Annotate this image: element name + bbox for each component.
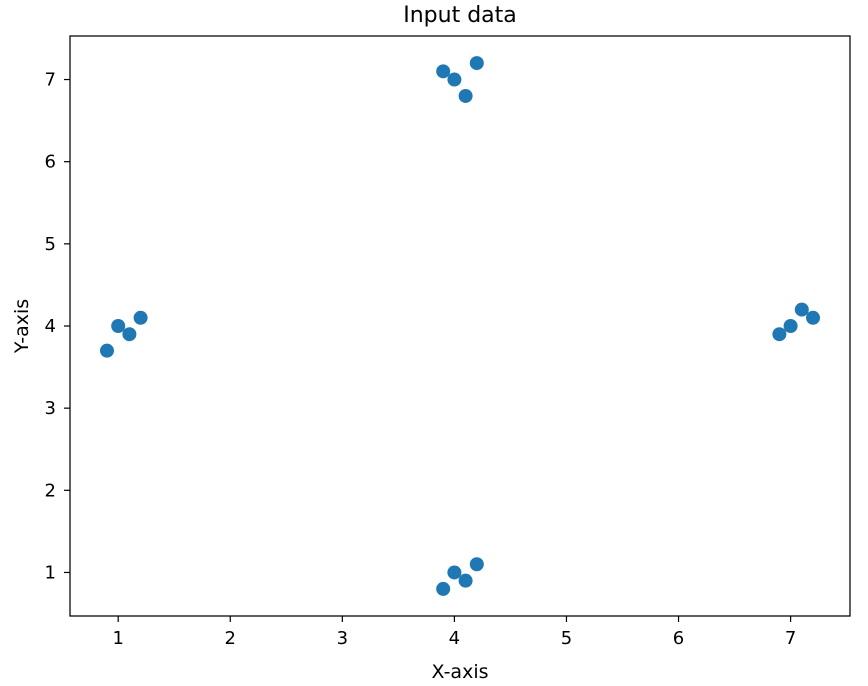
x-tick-label: 4 (449, 628, 460, 649)
data-point-1 (111, 319, 126, 333)
y-tick-label: 5 (45, 234, 56, 255)
y-axis-title: Y-axis (11, 299, 33, 354)
x-tick-label: 2 (225, 628, 236, 649)
y-tick-label: 2 (45, 480, 56, 501)
data-point-16 (469, 557, 484, 572)
data-point-12 (806, 310, 821, 325)
data-point-2 (122, 327, 137, 342)
chart-title: Input data (403, 3, 517, 28)
x-axis-title: X-axis (432, 661, 489, 683)
x-tick-label: 7 (785, 628, 796, 649)
y-tick-label: 4 (45, 316, 56, 337)
data-point-7 (436, 64, 451, 79)
data-point-6 (458, 88, 473, 103)
y-tick-label: 3 (45, 398, 56, 419)
plot-frame (69, 35, 851, 617)
data-point-4 (133, 310, 148, 325)
x-tick-label: 5 (561, 628, 572, 649)
data-point-5 (447, 72, 462, 87)
x-tick-label: 1 (112, 628, 123, 649)
y-tick-label: 1 (45, 562, 56, 583)
plot-area (69, 35, 851, 617)
data-point-11 (772, 327, 787, 342)
data-point-9 (783, 319, 798, 333)
data-point-15 (436, 581, 451, 596)
data-point-10 (794, 302, 809, 317)
x-tick-label: 6 (673, 628, 684, 649)
y-tick-label: 6 (45, 152, 56, 173)
y-tick-label: 7 (45, 70, 56, 91)
points-layer (99, 56, 821, 596)
y-axis-ticks: 1 2 3 4 5 6 7 (45, 70, 70, 583)
data-point-14 (458, 573, 473, 588)
data-point-13 (447, 565, 462, 580)
x-tick-label: 3 (337, 628, 348, 649)
data-point-3 (99, 343, 114, 358)
x-axis-ticks: 1 2 3 4 5 6 7 (112, 616, 796, 649)
data-point-8 (469, 56, 484, 71)
